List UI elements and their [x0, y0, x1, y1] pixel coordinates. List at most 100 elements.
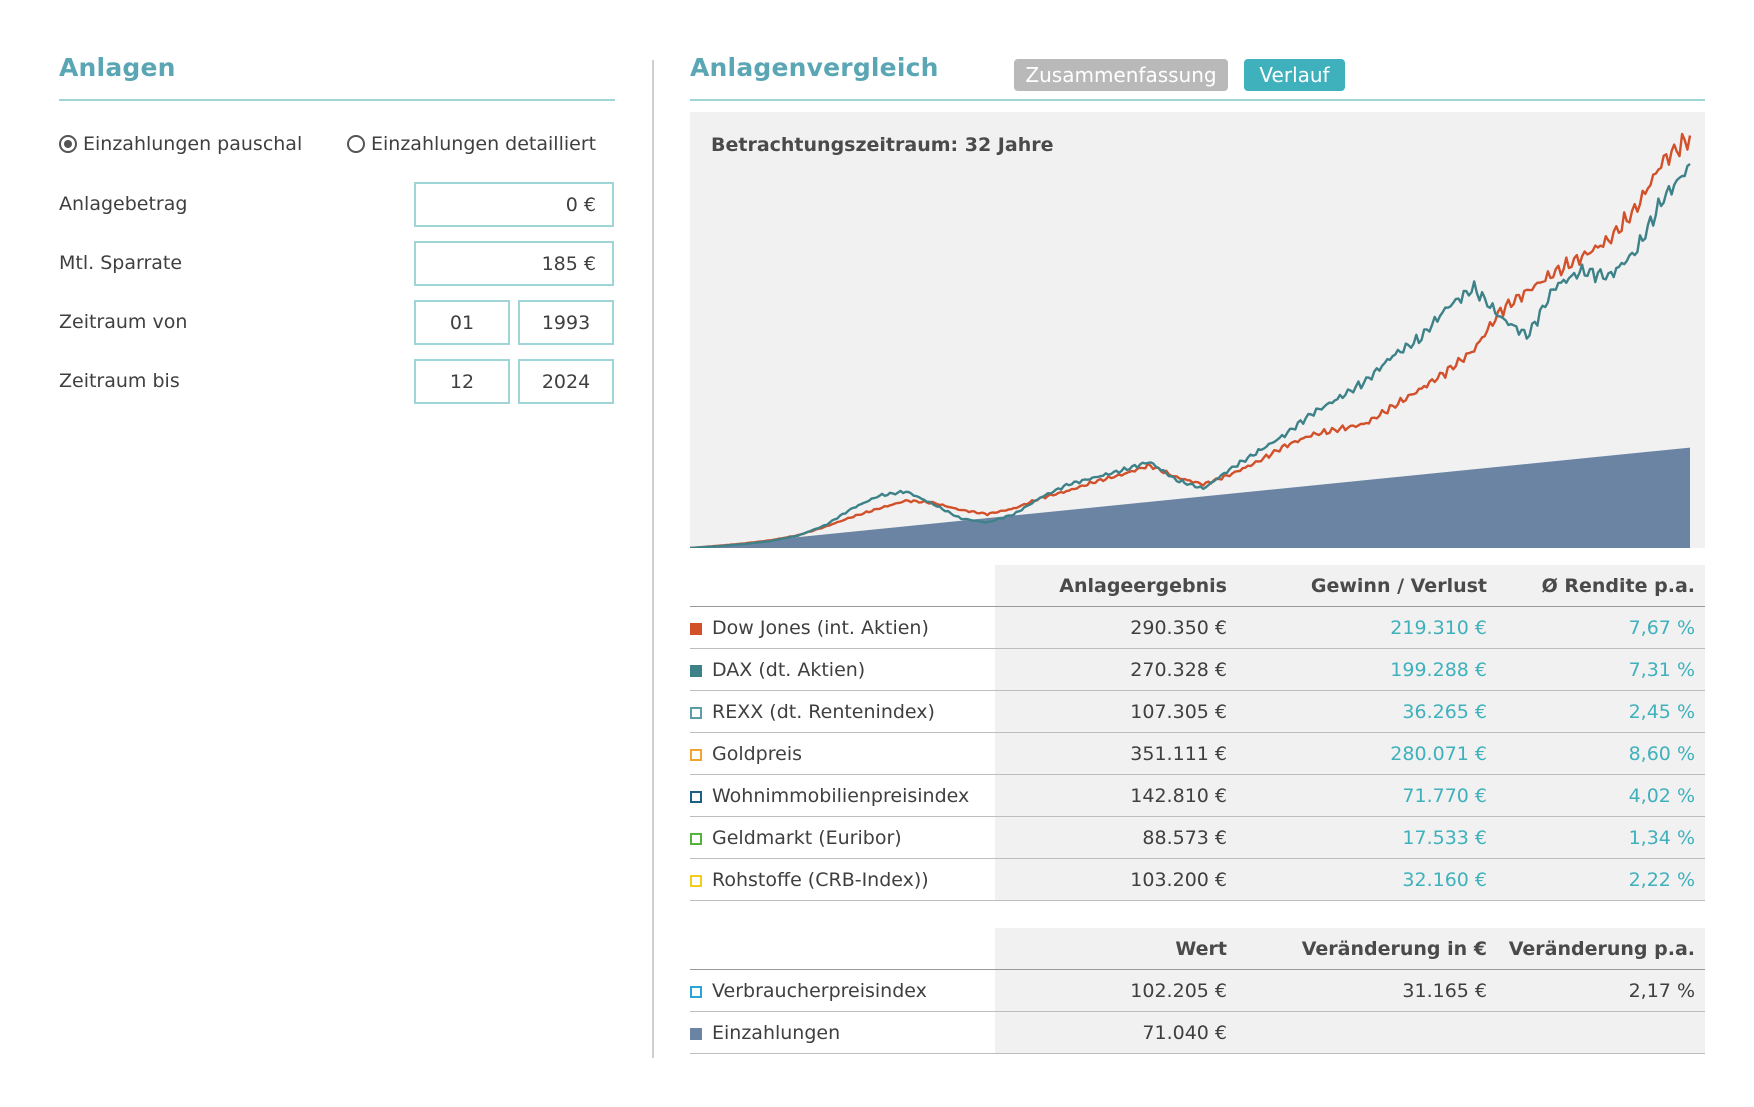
header-veraenderung-pa: Veränderung p.a.: [1497, 928, 1705, 970]
row-label-cell: REXX (dt. Rentenindex): [690, 690, 995, 733]
row-name: Rohstoffe (CRB-Index)): [712, 868, 929, 891]
row-value-cell: 142.810 €: [995, 774, 1237, 817]
row-name: REXX (dt. Rentenindex): [712, 700, 935, 723]
zeitraum-von-label: Zeitraum von: [59, 311, 188, 333]
row-rate-cell: 4,02 %: [1497, 774, 1705, 817]
radio-einzahlungen-detailliert[interactable]: Einzahlungen detailliert: [347, 133, 596, 155]
row-gain-cell: 32.160 €: [1237, 858, 1497, 901]
header-wert: Wert: [995, 928, 1237, 970]
row-rate-cell: 1,34 %: [1497, 816, 1705, 859]
row-value-cell: 351.111 €: [995, 732, 1237, 775]
row-label-cell: Verbraucherpreisindex: [690, 969, 995, 1012]
sparrate-value: 185 €: [541, 252, 596, 275]
row-name: Geldmarkt (Euribor): [712, 826, 902, 849]
row-value-cell: 102.205 €: [995, 969, 1237, 1012]
zeitraum-bis-label: Zeitraum bis: [59, 370, 180, 392]
chart-caption: Betrachtungszeitraum: 32 Jahre: [711, 134, 1054, 156]
row-name: Wohnimmobilienpreisindex: [712, 784, 970, 807]
anlagebetrag-label: Anlagebetrag: [59, 193, 188, 215]
history-chart: [690, 132, 1692, 548]
row-label-cell: Geldmarkt (Euribor): [690, 816, 995, 859]
row-value-cell: 270.328 €: [995, 648, 1237, 691]
table-row: Geldmarkt (Euribor) 88.573 €17.533 €1,34 …: [690, 816, 1705, 859]
inflation-table-header: Wert Veränderung in € Veränderung p.a.: [690, 928, 1705, 970]
row-change-cell: 31.165 €: [1237, 969, 1497, 1012]
row-value-cell: 71.040 €: [995, 1011, 1237, 1054]
row-name: Einzahlungen: [712, 1021, 841, 1044]
row-label-cell: DAX (dt. Aktien): [690, 648, 995, 691]
einzahlungen-area: [690, 447, 1690, 548]
legend-swatch-icon: [690, 874, 702, 887]
dax-line: [690, 162, 1691, 548]
legend-swatch-icon: [690, 1027, 702, 1040]
table-row: Verbraucherpreisindex 102.205 €31.165 €2,…: [690, 969, 1705, 1012]
row-value-cell: 107.305 €: [995, 690, 1237, 733]
radio-einzahlungen-pauschal[interactable]: Einzahlungen pauschal: [59, 133, 302, 155]
zeitraum-bis-month: 12: [449, 370, 475, 393]
zeitraum-von-year: 1993: [541, 311, 591, 334]
row-rate-cell: 2,22 %: [1497, 858, 1705, 901]
row-gain-cell: 36.265 €: [1237, 690, 1497, 733]
row-gain-cell: 219.310 €: [1237, 606, 1497, 649]
row-gain-cell: 199.288 €: [1237, 648, 1497, 691]
header-blank: [690, 928, 995, 970]
legend-swatch-icon: [690, 985, 702, 998]
legend-swatch-icon: [690, 748, 702, 761]
header-anlageergebnis: Anlageergebnis: [995, 565, 1237, 607]
row-rate-cell: [1497, 1011, 1705, 1054]
anlagebetrag-input[interactable]: 0 €: [414, 182, 614, 227]
row-name: Verbraucherpreisindex: [712, 979, 927, 1002]
row-value-cell: 88.573 €: [995, 816, 1237, 859]
radio-selected-icon[interactable]: [59, 135, 77, 153]
row-gain-cell: 17.533 €: [1237, 816, 1497, 859]
sparrate-input[interactable]: 185 €: [414, 241, 614, 286]
legend-swatch-icon: [690, 622, 702, 635]
radio-unselected-icon[interactable]: [347, 135, 365, 153]
results-table: Anlageergebnis Gewinn / Verlust Ø Rendit…: [690, 565, 1705, 901]
row-label-cell: Goldpreis: [690, 732, 995, 775]
results-table-header: Anlageergebnis Gewinn / Verlust Ø Rendit…: [690, 565, 1705, 607]
legend-swatch-icon: [690, 664, 702, 677]
radio-detailliert-label: Einzahlungen detailliert: [371, 133, 597, 155]
row-change-cell: [1237, 1011, 1497, 1054]
zeitraum-von-month: 01: [449, 311, 475, 334]
row-label-cell: Einzahlungen: [690, 1011, 995, 1054]
anlagen-title-rule: [59, 99, 615, 101]
zeitraum-von-year-input[interactable]: 1993: [518, 300, 614, 345]
row-value-cell: 103.200 €: [995, 858, 1237, 901]
table-row: REXX (dt. Rentenindex) 107.305 €36.265 €2…: [690, 690, 1705, 733]
row-rate-cell: 7,31 %: [1497, 648, 1705, 691]
row-value-cell: 290.350 €: [995, 606, 1237, 649]
table-row: Wohnimmobilienpreisindex 142.810 €71.770 …: [690, 774, 1705, 817]
header-rendite: Ø Rendite p.a.: [1497, 565, 1705, 607]
row-rate-cell: 2,45 %: [1497, 690, 1705, 733]
tab-verlauf[interactable]: Verlauf: [1244, 59, 1345, 91]
row-rate-cell: 8,60 %: [1497, 732, 1705, 775]
radio-pauschal-label: Einzahlungen pauschal: [83, 133, 303, 155]
legend-swatch-icon: [690, 832, 702, 845]
header-veraenderung-eur: Veränderung in €: [1237, 928, 1497, 970]
tab-zusammenfassung[interactable]: Zusammenfassung: [1014, 59, 1228, 91]
zeitraum-bis-month-input[interactable]: 12: [414, 359, 510, 404]
table-row: DAX (dt. Aktien) 270.328 €199.288 €7,31 %: [690, 648, 1705, 691]
row-rate-cell: 7,67 %: [1497, 606, 1705, 649]
zeitraum-von-month-input[interactable]: 01: [414, 300, 510, 345]
header-blank: [690, 565, 995, 607]
zeitraum-bis-year-input[interactable]: 2024: [518, 359, 614, 404]
row-gain-cell: 280.071 €: [1237, 732, 1497, 775]
sparrate-label: Mtl. Sparrate: [59, 252, 183, 274]
inflation-table: Wert Veränderung in € Veränderung p.a. V…: [690, 928, 1705, 1054]
row-name: Dow Jones (int. Aktien): [712, 616, 929, 639]
table-row: Einzahlungen 71.040 €: [690, 1011, 1705, 1054]
legend-swatch-icon: [690, 706, 702, 719]
zeitraum-bis-year: 2024: [541, 370, 591, 393]
table-row: Dow Jones (int. Aktien) 290.350 €219.310 …: [690, 606, 1705, 649]
anlagen-title: Anlagen: [59, 53, 176, 82]
anlagenvergleich-title-rule: [690, 99, 1705, 101]
row-gain-cell: 71.770 €: [1237, 774, 1497, 817]
row-label-cell: Rohstoffe (CRB-Index)): [690, 858, 995, 901]
row-name: DAX (dt. Aktien): [712, 658, 866, 681]
row-rate-cell: 2,17 %: [1497, 969, 1705, 1012]
table-row: Rohstoffe (CRB-Index)) 103.200 €32.160 €2…: [690, 858, 1705, 901]
table-row: Goldpreis 351.111 €280.071 €8,60 %: [690, 732, 1705, 775]
